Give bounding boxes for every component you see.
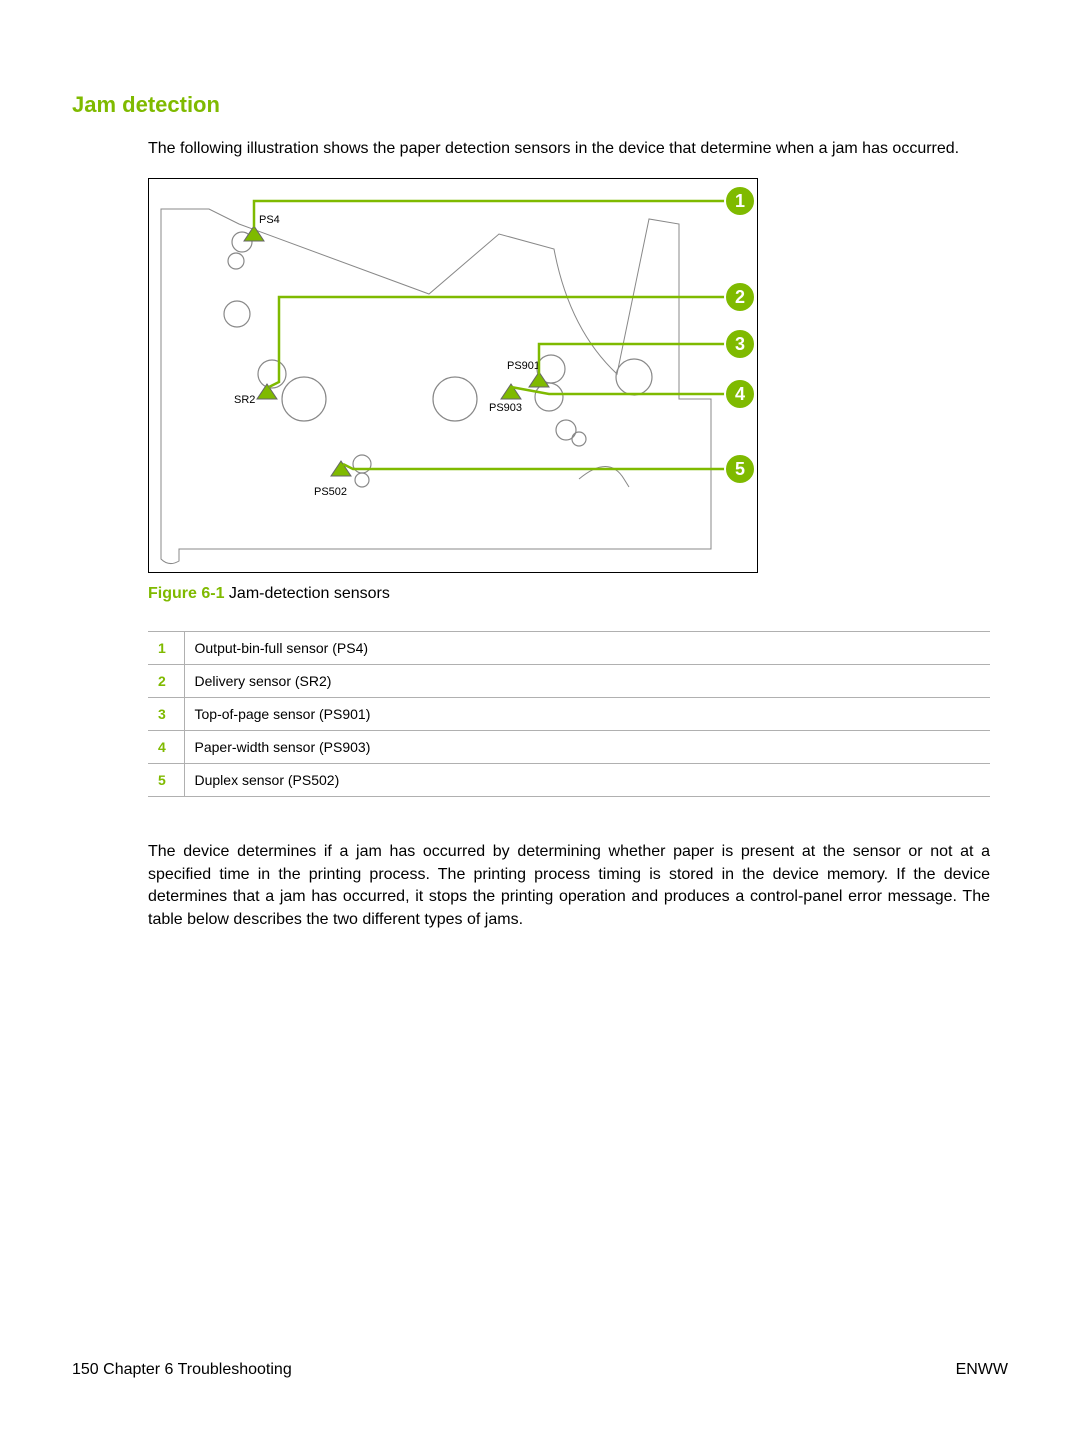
sensor-sr2-icon [257, 384, 277, 399]
leader-line [343, 464, 727, 469]
svg-text:5: 5 [735, 459, 745, 479]
page-number: 150 [72, 1361, 99, 1378]
table-row: 5 Duplex sensor (PS502) [148, 764, 990, 797]
svg-text:2: 2 [735, 287, 745, 307]
table-row: 3 Top-of-page sensor (PS901) [148, 698, 990, 731]
sensor-table: 1 Output-bin-full sensor (PS4) 2 Deliver… [148, 631, 990, 797]
callout-badge-4: 4 [725, 379, 755, 409]
label-sr2: SR2 [234, 394, 255, 406]
figure-label: Figure 6-1 [148, 585, 224, 602]
table-cell-num: 3 [148, 698, 184, 731]
figure-illustration: PS4 SR2 PS901 PS903 PS502 1 [148, 178, 758, 573]
roller-icon [228, 253, 244, 269]
leader-line [269, 297, 727, 387]
table-row: 4 Paper-width sensor (PS903) [148, 731, 990, 764]
table-cell-desc: Duplex sensor (PS502) [184, 764, 990, 797]
callout-badge-3: 3 [725, 329, 755, 359]
document-page: Jam detection The following illustration… [0, 0, 1080, 1437]
svg-text:4: 4 [735, 384, 745, 404]
table-cell-desc: Delivery sensor (SR2) [184, 665, 990, 698]
sensor-ps903-icon [501, 384, 521, 399]
table-cell-desc: Paper-width sensor (PS903) [184, 731, 990, 764]
body-paragraph: The device determines if a jam has occur… [148, 841, 990, 931]
label-ps901: PS901 [507, 360, 540, 372]
svg-text:3: 3 [735, 334, 745, 354]
label-ps4: PS4 [259, 214, 280, 226]
callout-badge-2: 2 [725, 282, 755, 312]
roller-icon [433, 377, 477, 421]
roller-icon [556, 420, 576, 440]
roller-icon [353, 455, 371, 473]
callout-badge-1: 1 [725, 186, 755, 216]
roller-icon [572, 432, 586, 446]
label-ps903: PS903 [489, 402, 522, 414]
section-heading: Jam detection [72, 92, 1008, 118]
footer-left: 150 Chapter 6 Troubleshooting [72, 1361, 292, 1379]
roller-icon [224, 301, 250, 327]
leader-line [254, 201, 727, 227]
table-cell-desc: Output-bin-full sensor (PS4) [184, 632, 990, 665]
roller-icon [616, 359, 652, 395]
svg-text:1: 1 [735, 191, 745, 211]
content-block: The following illustration shows the pap… [148, 138, 990, 931]
table-cell-num: 2 [148, 665, 184, 698]
table-cell-num: 1 [148, 632, 184, 665]
footer-right: ENWW [956, 1361, 1008, 1379]
figure-caption-text: Jam-detection sensors [229, 585, 390, 602]
roller-icon [282, 377, 326, 421]
chapter-title: Chapter 6 Troubleshooting [103, 1361, 292, 1378]
roller-icon [258, 360, 286, 388]
intro-paragraph: The following illustration shows the pap… [148, 138, 990, 160]
sensor-ps502-icon [331, 461, 351, 476]
table-cell-num: 4 [148, 731, 184, 764]
leader-line [511, 387, 727, 394]
roller-icon [355, 473, 369, 487]
page-footer: 150 Chapter 6 Troubleshooting ENWW [72, 1361, 1008, 1379]
table-cell-num: 5 [148, 764, 184, 797]
table-cell-desc: Top-of-page sensor (PS901) [184, 698, 990, 731]
label-ps502: PS502 [314, 486, 347, 498]
callout-badge-5: 5 [725, 454, 755, 484]
sensor-ps901-icon [529, 372, 549, 387]
table-row: 1 Output-bin-full sensor (PS4) [148, 632, 990, 665]
table-row: 2 Delivery sensor (SR2) [148, 665, 990, 698]
figure-caption: Figure 6-1 Jam-detection sensors [148, 585, 990, 603]
